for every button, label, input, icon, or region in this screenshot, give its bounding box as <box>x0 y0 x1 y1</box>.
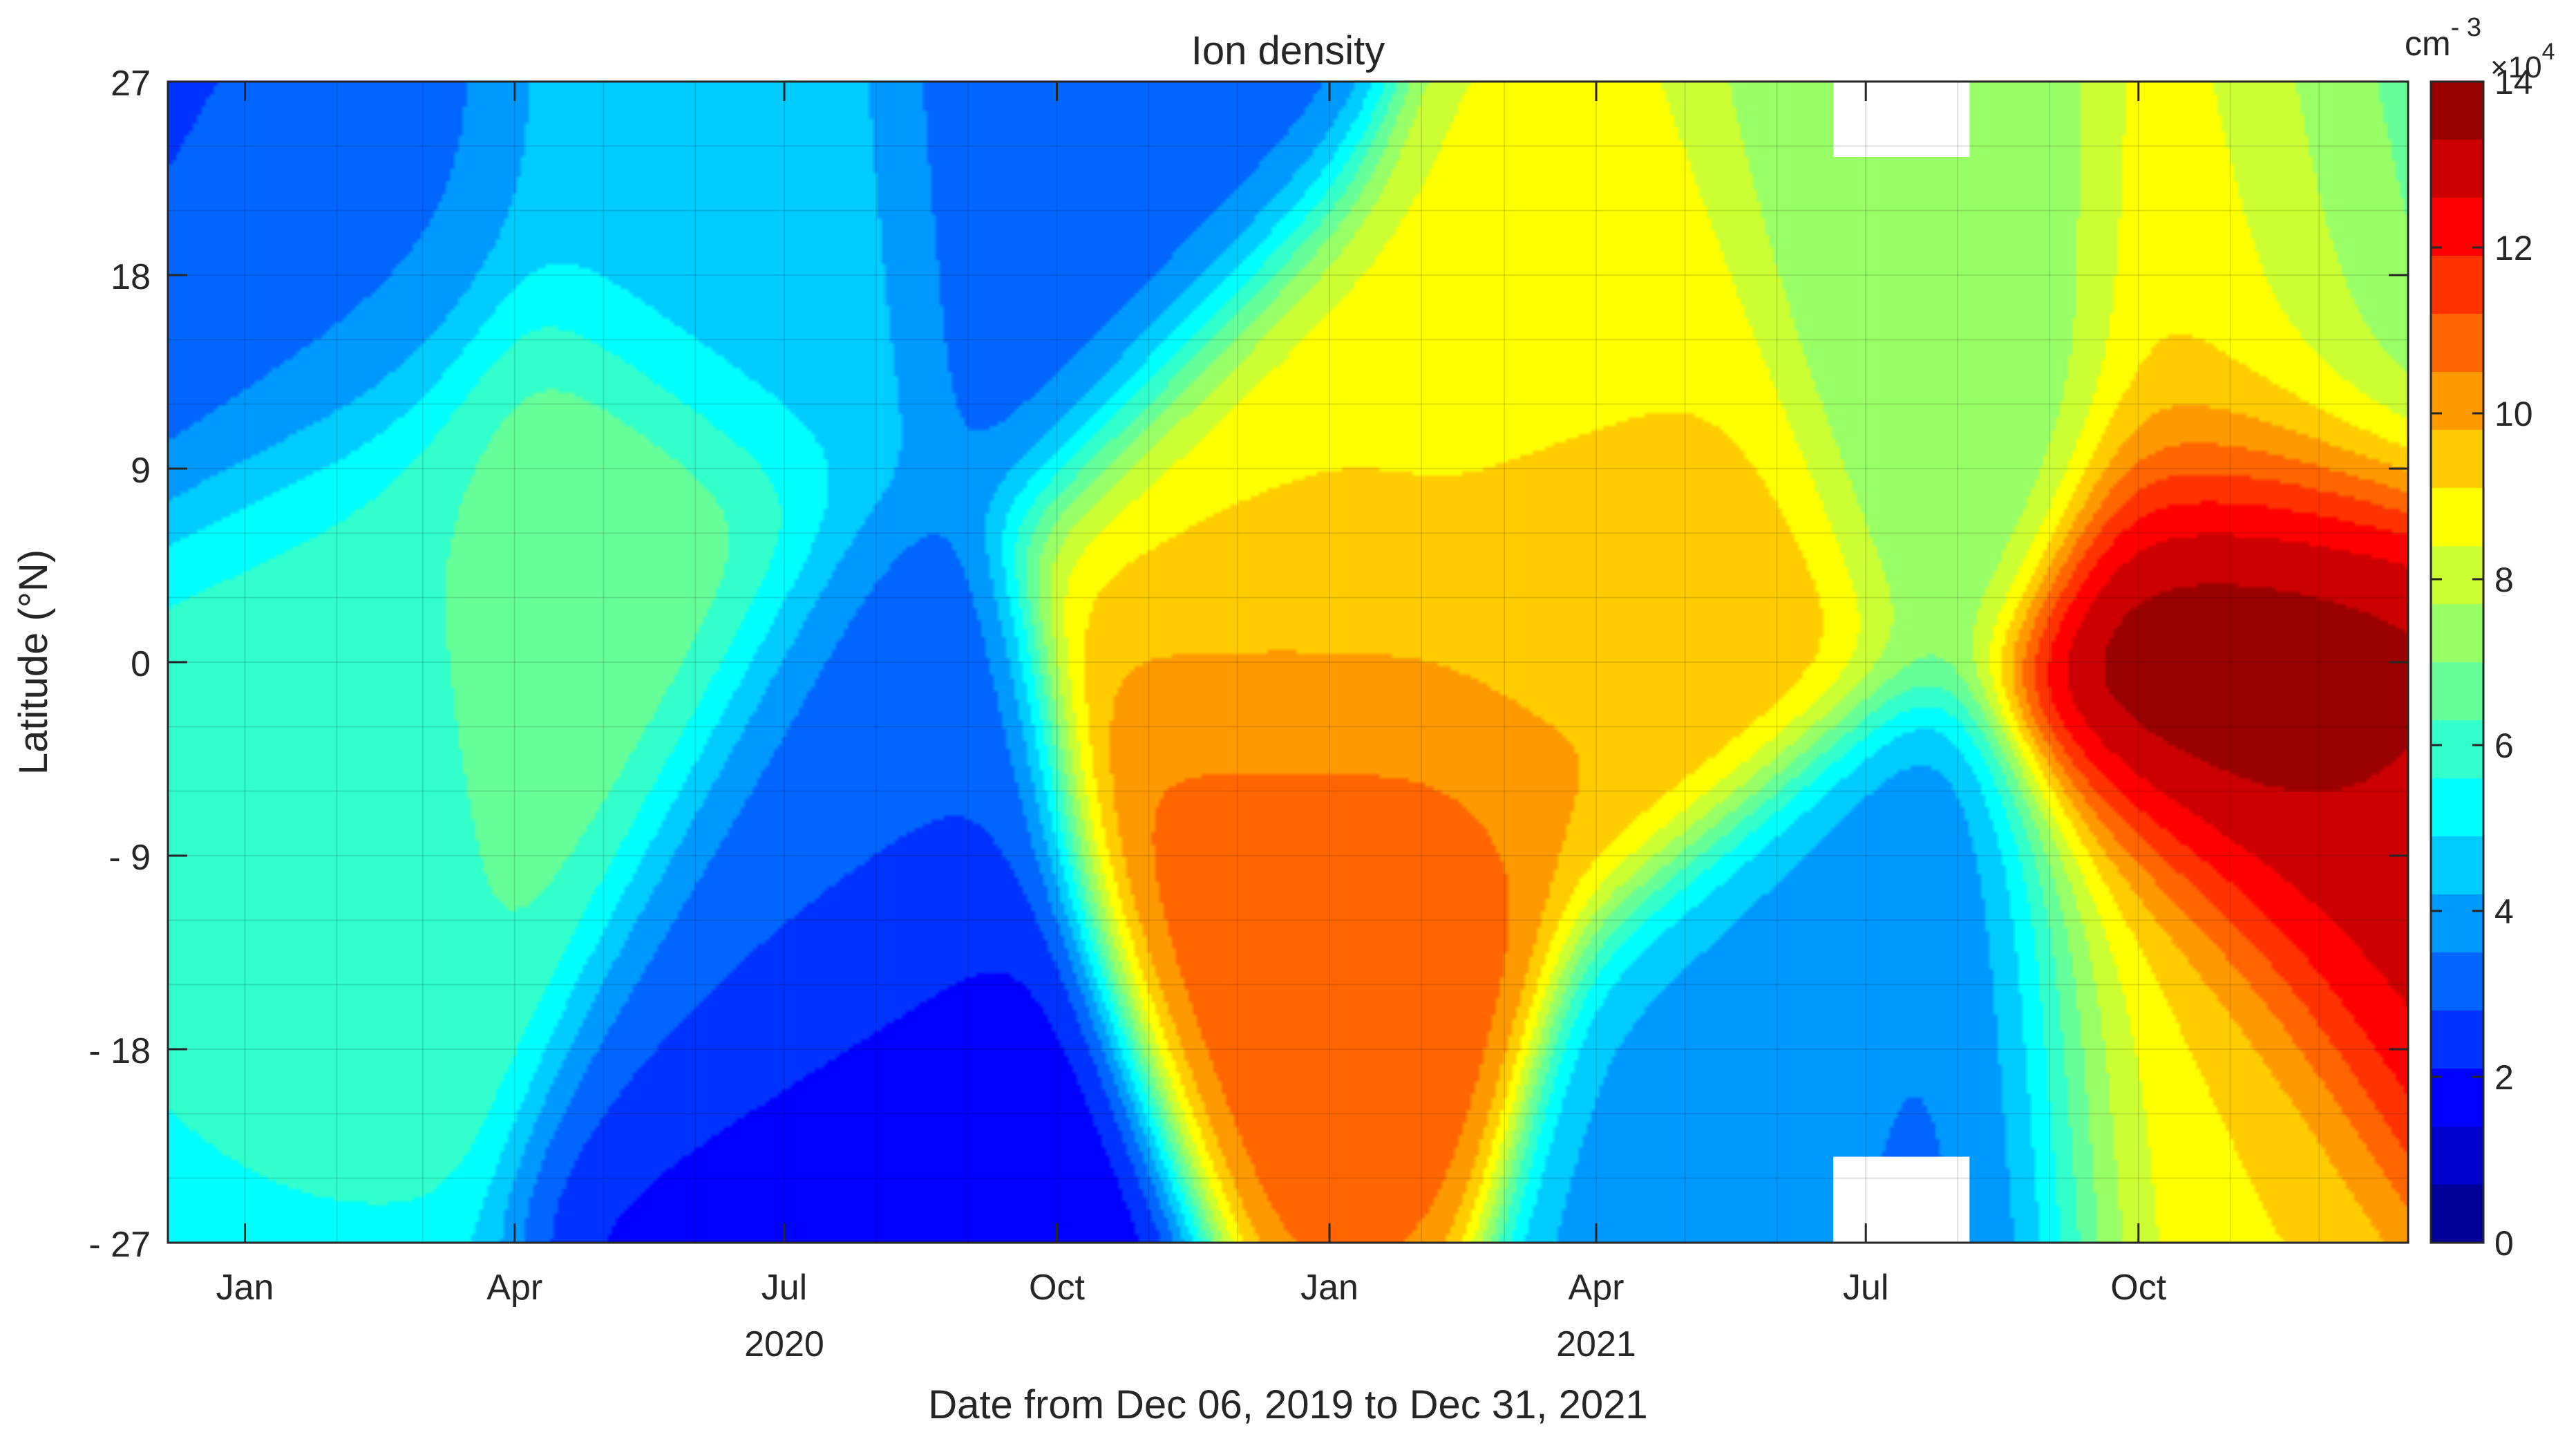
colorbar-unit-exponent: - 3 <box>2451 13 2481 42</box>
x-tick-label: Oct <box>1029 1268 1085 1308</box>
colorbar-tick-label: 0 <box>2494 1224 2514 1263</box>
colorbar-gradient <box>2431 82 2483 1243</box>
x-year-label: 2020 <box>744 1324 824 1364</box>
y-tick-label: - 27 <box>88 1225 151 1265</box>
x-tick-label: Jul <box>761 1268 807 1308</box>
colorbar-frame <box>2430 80 2485 1244</box>
colorbar-scale-exponent: 4 <box>2542 39 2555 65</box>
y-axis-label: Latitude (°N) <box>11 549 56 775</box>
colorbar-tick-label: 10 <box>2494 395 2533 433</box>
y-axis: - 27 - 18 - 9 0 9 18 27 <box>88 64 2408 1265</box>
y-tick-label: - 18 <box>88 1031 151 1071</box>
y-tick-label: 27 <box>111 64 151 104</box>
colorbar-tick-label: 6 <box>2494 726 2514 765</box>
colorbar-unit-base: cm <box>2405 24 2451 63</box>
y-tick-label: 18 <box>111 257 151 297</box>
missing-data-region <box>1833 82 1970 157</box>
chart-title: Ion density <box>1191 28 1385 73</box>
colorbar-tick-label: 8 <box>2494 561 2514 599</box>
colorbar-tick-label: 14 <box>2494 63 2533 102</box>
y-tick-label: 0 <box>131 644 151 684</box>
colorbar-ticks: 0 2 4 6 8 10 12 14 <box>2431 63 2533 1263</box>
x-tick-label: Apr <box>1569 1268 1625 1308</box>
y-tick-label: 9 <box>131 451 151 491</box>
colorbar-unit: cm- 3 <box>2405 13 2481 63</box>
missing-data-layer <box>1833 82 1970 1243</box>
x-tick-label: Oct <box>2110 1268 2166 1308</box>
x-tick-label: Jul <box>1843 1268 1888 1308</box>
colorbar-tick-label: 12 <box>2494 229 2533 267</box>
x-axis-label: Date from Dec 06, 2019 to Dec 31, 2021 <box>928 1382 1647 1427</box>
x-axis: Jan Apr Jul Oct Jan Apr Jul Oct 2020 2021 <box>216 82 2167 1364</box>
grid-layer <box>168 82 2408 1243</box>
colorbar-tick-label: 2 <box>2494 1058 2514 1097</box>
heatmap-plot <box>168 82 2408 1243</box>
x-tick-label: Jan <box>1300 1268 1358 1308</box>
x-tick-label: Apr <box>486 1268 542 1308</box>
colorbar-scale-base: ×10 <box>2490 50 2542 84</box>
missing-data-region <box>1833 1156 1970 1243</box>
colorbar-scale: ×104 <box>2490 39 2555 84</box>
y-tick-label: - 9 <box>108 838 151 878</box>
heatmap-image <box>168 82 2408 1243</box>
colorbar-tick-label: 4 <box>2494 892 2514 931</box>
x-tick-label: Jan <box>216 1268 274 1308</box>
x-year-label: 2021 <box>1556 1324 1636 1364</box>
